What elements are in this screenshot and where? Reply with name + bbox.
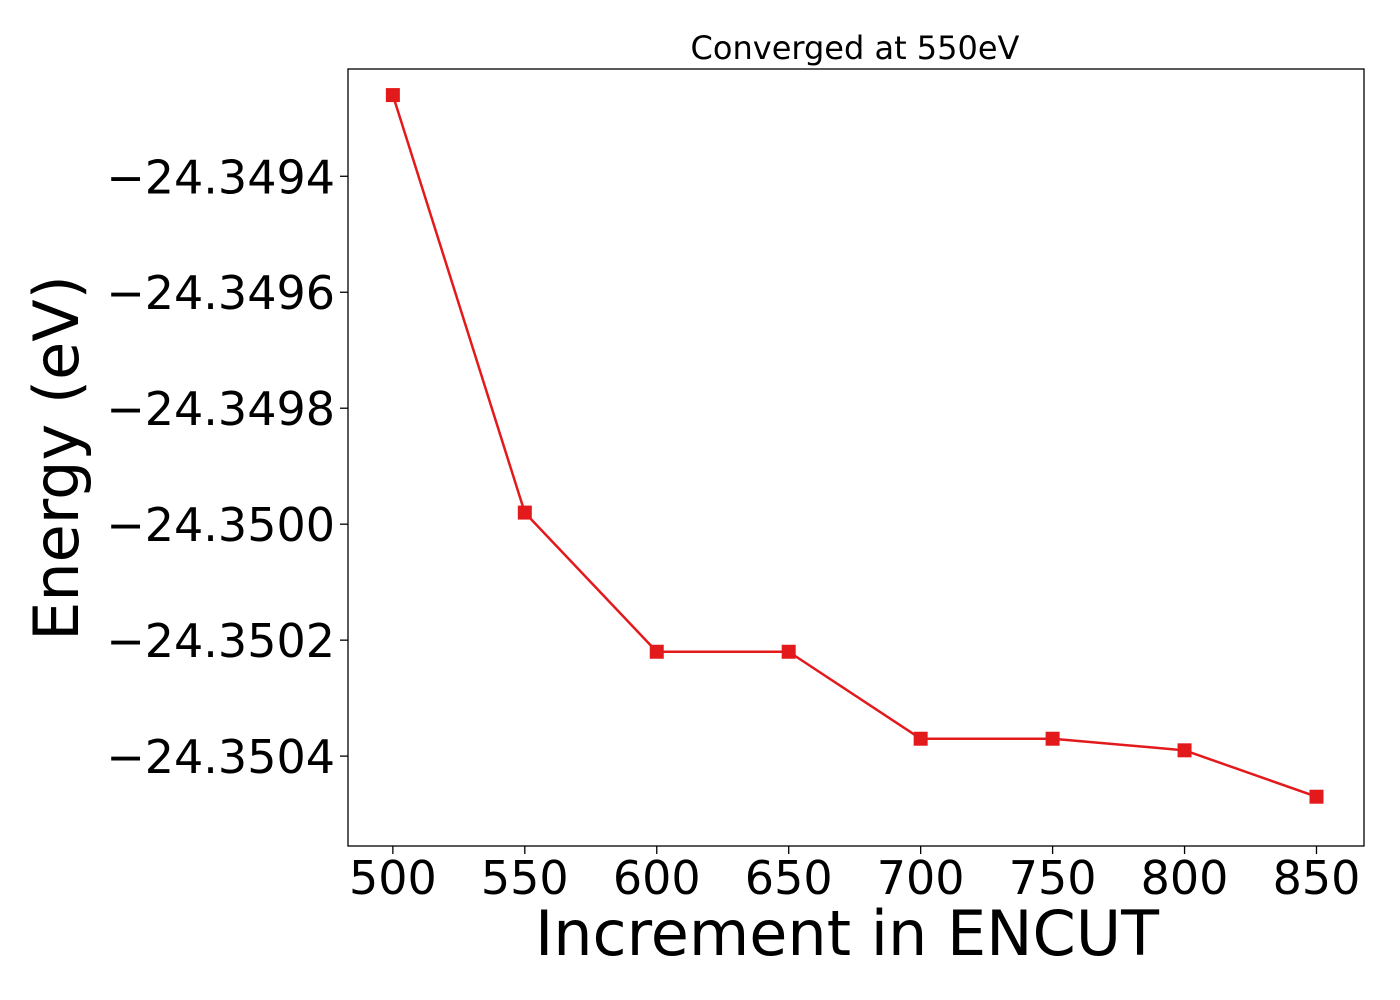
x-axis-title: Increment in ENCUT <box>535 897 1160 970</box>
data-point-marker <box>385 88 400 103</box>
data-point-marker <box>1177 743 1192 758</box>
x-tick-label: 700 <box>877 851 965 905</box>
series-layer <box>385 88 1324 804</box>
data-point-marker <box>649 644 664 659</box>
data-point-marker <box>1045 731 1060 746</box>
series-line <box>391 94 1317 798</box>
data-point-marker <box>781 644 796 659</box>
x-tick-label: 800 <box>1141 851 1229 905</box>
y-tick-label: −24.3496 <box>106 266 335 320</box>
y-axis: −24.3494 −24.3496 −24.3498 −24.3500 −24.3502… <box>106 150 348 784</box>
y-tick-label: −24.3498 <box>106 382 335 436</box>
x-tick-label: 750 <box>1009 851 1097 905</box>
y-tick-label: −24.3504 <box>106 730 335 784</box>
data-point-marker <box>1309 789 1324 804</box>
y-tick-label: −24.3494 <box>106 150 335 204</box>
y-tick-label: −24.3502 <box>106 614 335 668</box>
x-tick-label: 850 <box>1273 851 1361 905</box>
x-tick-label: 550 <box>481 851 569 905</box>
x-axis: 500 550 600 650 700 750 800 850 <box>349 846 1360 905</box>
y-axis-title: Energy (eV) <box>20 275 93 641</box>
x-tick-label: 600 <box>613 851 701 905</box>
plot-area-frame <box>347 68 1365 847</box>
x-tick-label: 650 <box>745 851 833 905</box>
data-point-marker <box>913 731 928 746</box>
chart-title: Converged at 550eV <box>691 29 1020 67</box>
data-point-marker <box>517 505 532 520</box>
y-tick-label: −24.3500 <box>106 498 335 552</box>
x-tick-label: 500 <box>349 851 437 905</box>
